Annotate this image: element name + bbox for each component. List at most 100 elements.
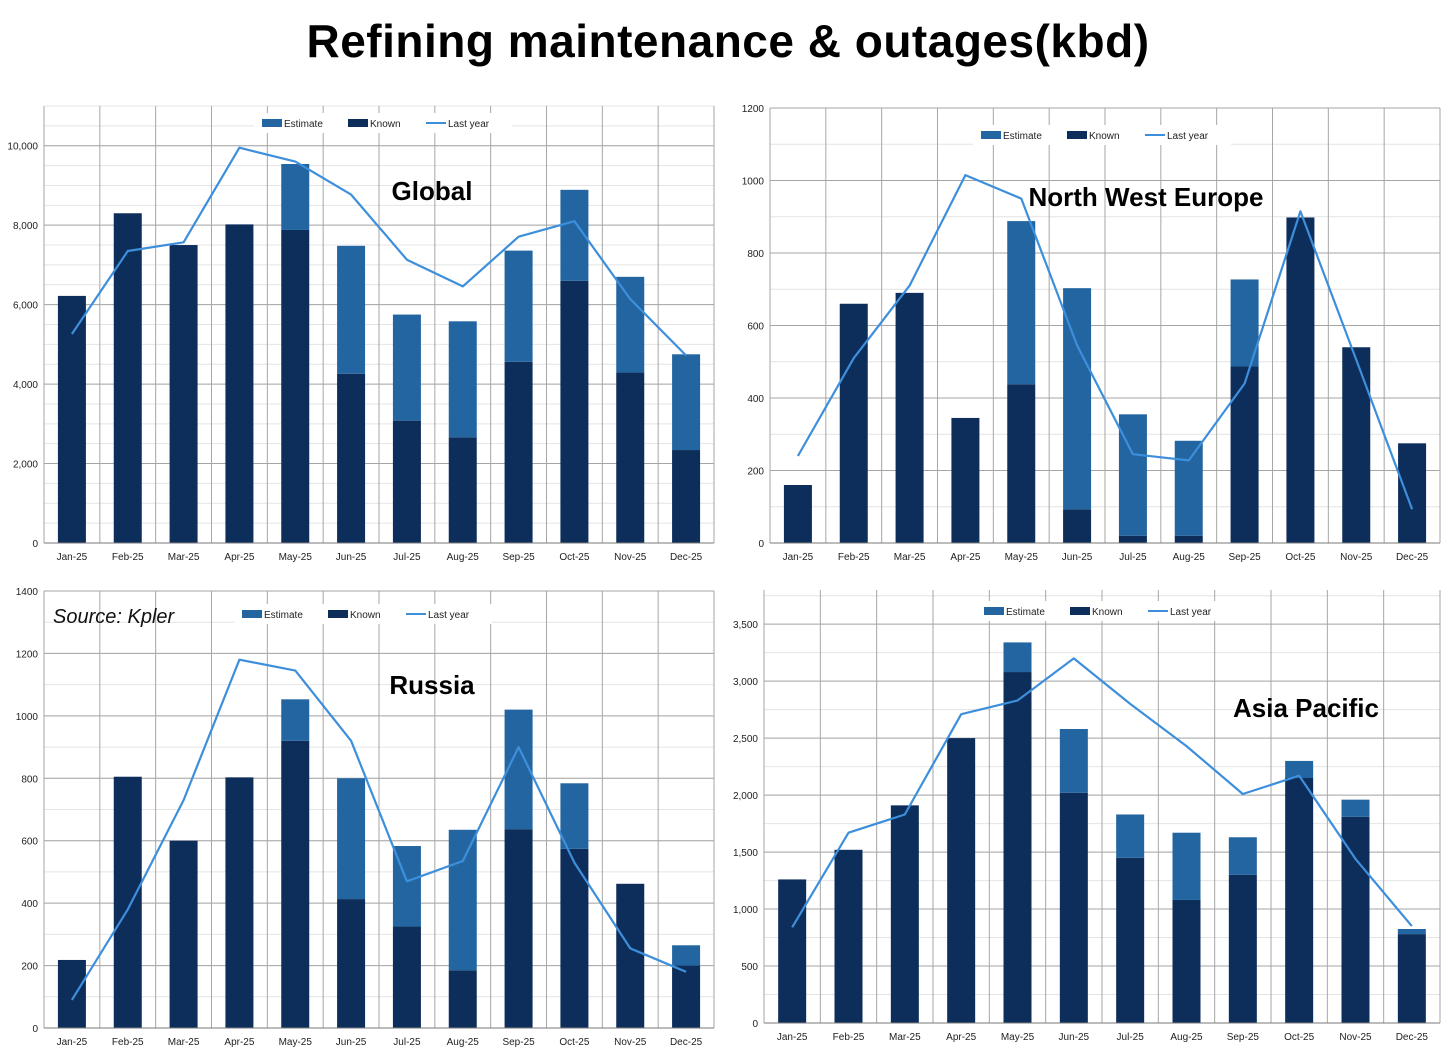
x-tick-label: Jul-25: [393, 1037, 421, 1048]
known-bar: [1286, 217, 1315, 543]
x-tick-label: May-25: [1001, 1032, 1035, 1043]
known-bar: [1230, 366, 1259, 543]
y-tick-label: 0: [32, 1024, 38, 1035]
y-tick-label: 1200: [16, 649, 39, 660]
estimate-bar: [504, 250, 533, 362]
gridlines: [763, 590, 1441, 1024]
x-tick-label: Aug-25: [1173, 552, 1206, 563]
legend-known-label: Known: [1092, 607, 1123, 618]
legend-estimate-label: Estimate: [1006, 607, 1045, 618]
asia-pacific-chart-panel: 0 500 1,000 1,500 2,000 2,500 3,000 3,500 Jan-25…: [726, 582, 1448, 1052]
known-bar: [448, 970, 477, 1028]
known-bar: [225, 224, 254, 543]
y-tick-label: 0: [752, 1019, 758, 1030]
known-bar: [1397, 934, 1426, 1023]
x-tick-label: Dec-25: [670, 1037, 703, 1048]
legend: Estimate Known Last year: [973, 125, 1231, 145]
estimate-bar: [1285, 760, 1314, 779]
known-bar: [57, 295, 86, 543]
estimate-bar: [281, 699, 310, 741]
known-bar: [951, 417, 980, 543]
legend-known-swatch: [348, 119, 368, 127]
legend-last-year-label: Last year: [1170, 607, 1212, 618]
estimate-bar: [1007, 221, 1036, 385]
y-tick-label: 800: [747, 249, 764, 260]
x-tick-label: Nov-25: [1339, 1032, 1372, 1043]
x-tick-label: Oct-25: [1285, 552, 1315, 563]
known-bar: [616, 372, 645, 543]
known-bar: [1398, 443, 1427, 543]
gridlines: [43, 590, 715, 1029]
legend-known-label: Known: [370, 119, 401, 130]
x-tick-label: Apr-25: [224, 1037, 254, 1048]
x-tick-label: Dec-25: [1396, 552, 1429, 563]
y-tick-label: 1,000: [733, 905, 758, 916]
estimate-bar: [1118, 414, 1147, 536]
y-tick-label: 400: [21, 899, 38, 910]
x-tick-label: Aug-25: [447, 552, 480, 563]
estimate-bar: [672, 945, 701, 966]
x-tick-label: Mar-25: [889, 1032, 921, 1043]
x-tick-label: Aug-25: [447, 1037, 480, 1048]
estimate-bar: [560, 783, 589, 849]
x-tick-label: Jan-25: [777, 1032, 808, 1043]
y-tick-label: 3,500: [733, 620, 758, 631]
known-bar: [895, 292, 924, 543]
x-tick-label: Oct-25: [559, 552, 589, 563]
legend-known-label: Known: [1089, 131, 1120, 142]
gridlines: [43, 105, 715, 544]
y-tick-label: 1200: [742, 104, 765, 115]
y-tick-label: 3,000: [733, 677, 758, 688]
x-tick-label: Oct-25: [1284, 1032, 1314, 1043]
x-tick-label: May-25: [279, 1037, 313, 1048]
known-bar: [778, 879, 807, 1023]
asia-pacific-chart: 0 500 1,000 1,500 2,000 2,500 3,000 3,500 Jan-25…: [733, 590, 1441, 1043]
bars: Jan-25 Feb-25 Mar-25 Apr-25 May-25 Jun-25 Jul-…: [777, 642, 1428, 1043]
estimate-bar: [392, 314, 421, 421]
known-bar: [1172, 899, 1201, 1023]
known-bar: [113, 213, 142, 543]
known-bar: [225, 777, 254, 1028]
x-tick-label: Sep-25: [1227, 1032, 1260, 1043]
estimate-bar: [1003, 642, 1032, 673]
y-tick-label: 500: [741, 962, 758, 973]
estimate-bar: [448, 829, 477, 971]
y-tick-label: 800: [21, 774, 38, 785]
y-tick-label: 600: [21, 837, 38, 848]
x-tick-label: Jul-25: [1117, 1032, 1145, 1043]
last-year-line: [70, 146, 687, 357]
x-tick-label: Jul-25: [1119, 552, 1147, 563]
legend-estimate-swatch: [981, 131, 1001, 139]
known-bar: [169, 245, 198, 543]
legend-background: [254, 113, 512, 133]
y-tick-label: 0: [32, 539, 38, 550]
known-bar: [1007, 384, 1036, 543]
x-tick-label: May-25: [279, 552, 313, 563]
known-bar: [890, 805, 919, 1023]
legend: Estimate Known Last year: [976, 601, 1234, 621]
bars: Jan-25 Feb-25 Mar-25 Apr-25 May-25 Jun-25 Jul-…: [783, 217, 1429, 563]
x-tick-label: Nov-25: [614, 552, 647, 563]
known-bar: [337, 899, 366, 1028]
x-tick-label: Nov-25: [614, 1037, 647, 1048]
last-year-line: [796, 173, 1414, 510]
known-bar: [1341, 816, 1370, 1023]
y-axis-ticks: 0 500 1,000 1,500 2,000 2,500 3,000 3,500: [733, 620, 758, 1030]
known-bar: [947, 738, 976, 1023]
y-axis-ticks: 0 200 400 600 800 1000 1200 1400: [16, 587, 39, 1035]
known-bar: [1059, 792, 1088, 1023]
known-bar: [560, 280, 589, 543]
estimate-bar: [1397, 928, 1426, 935]
estimate-bar: [504, 709, 533, 830]
estimate-bar: [1116, 814, 1145, 858]
bars: Jan-25 Feb-25 Mar-25 Apr-25 May-25 Jun-25 Jul-…: [57, 699, 703, 1048]
north-west-europe-chart: 0 200 400 600 800 1000 1200 Jan-25 Feb-25 Mar-25 A…: [742, 104, 1441, 563]
x-tick-label: Sep-25: [1228, 552, 1261, 563]
x-tick-label: Sep-25: [502, 1037, 535, 1048]
legend-estimate-label: Estimate: [264, 610, 303, 621]
legend-estimate-label: Estimate: [284, 119, 323, 130]
known-bar: [57, 959, 86, 1028]
estimate-bar: [1341, 799, 1370, 817]
legend-background: [973, 125, 1231, 145]
y-tick-label: 1000: [16, 712, 39, 723]
